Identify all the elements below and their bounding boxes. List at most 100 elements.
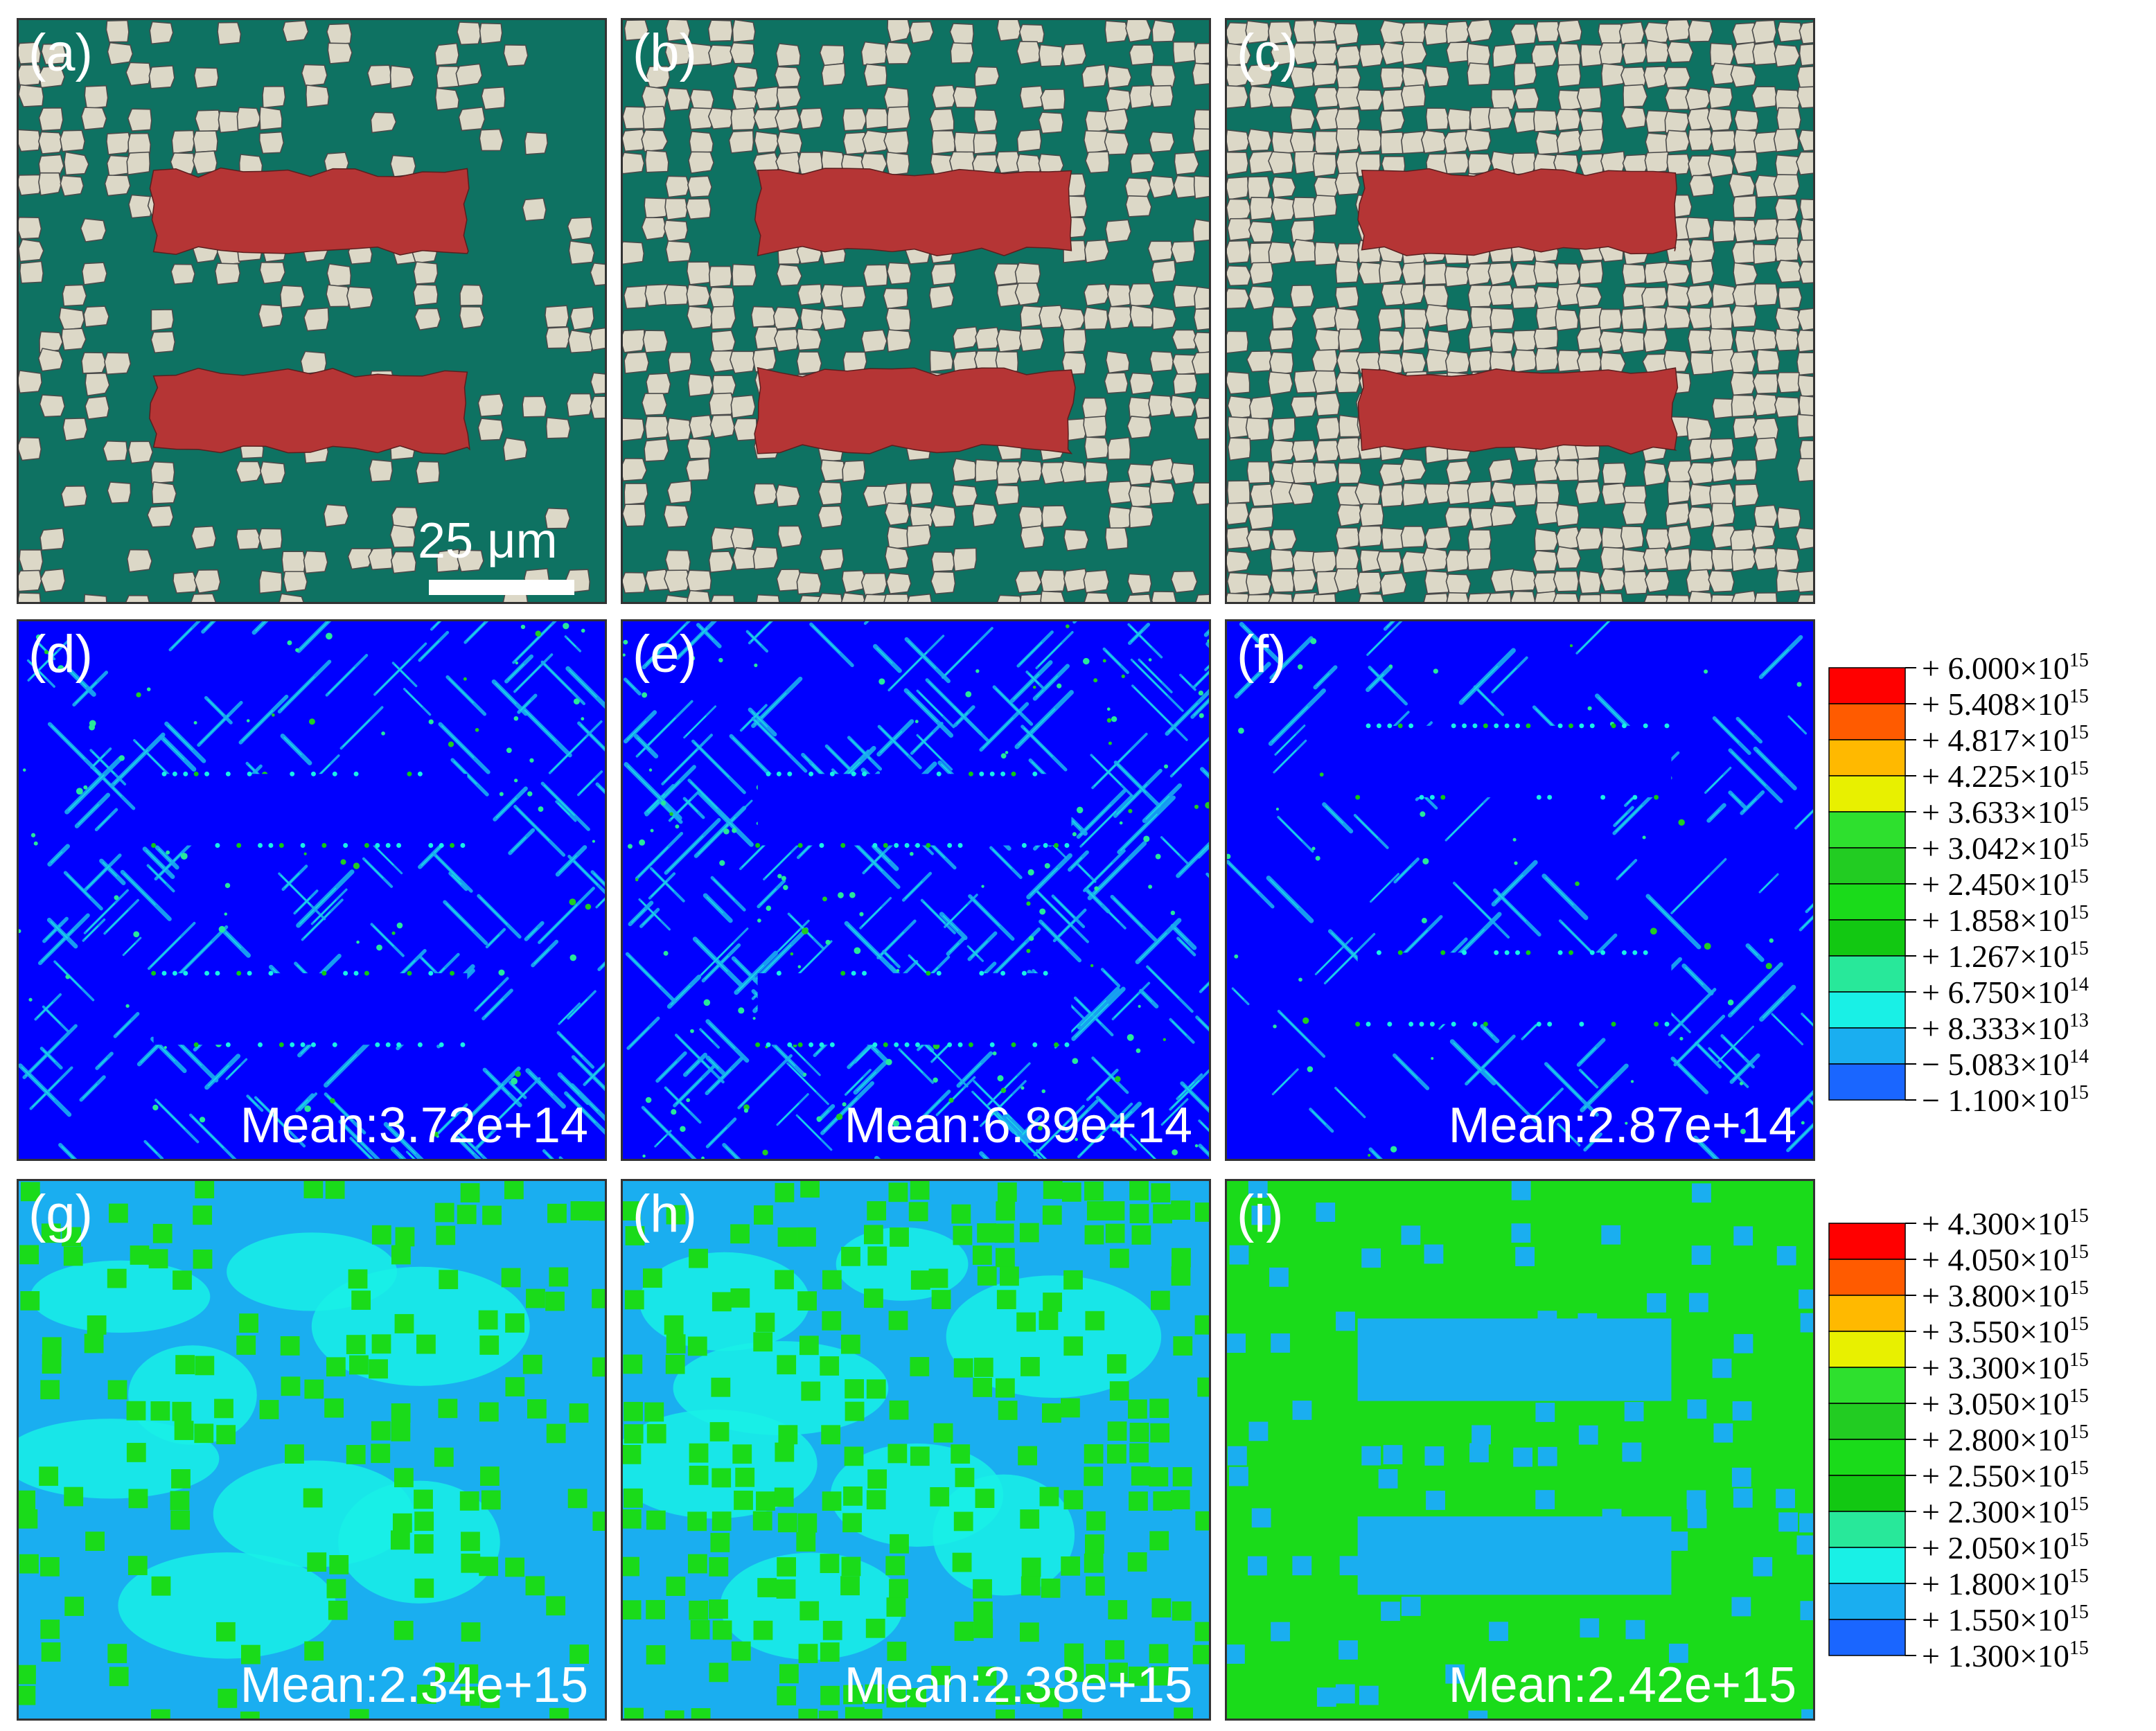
grain xyxy=(1578,260,1604,285)
grain-patch xyxy=(867,1469,887,1489)
grain-patch xyxy=(800,1181,820,1198)
slip-band-core xyxy=(511,1083,522,1094)
contour-background xyxy=(19,621,605,1159)
rim-dot xyxy=(1440,950,1446,955)
hot-spot xyxy=(1148,885,1153,889)
hot-spot xyxy=(1194,804,1199,809)
hot-spot xyxy=(1199,713,1204,718)
grain xyxy=(668,352,692,374)
slip-band-core xyxy=(540,904,578,942)
grain xyxy=(1445,308,1470,332)
grain-patch xyxy=(1131,1466,1151,1486)
grain-patch xyxy=(1084,1181,1104,1201)
grain-patch xyxy=(170,1491,190,1511)
grain xyxy=(1314,87,1341,109)
slip-band-core xyxy=(652,869,675,892)
grain xyxy=(1227,151,1249,176)
grain xyxy=(151,481,177,505)
hot-spot xyxy=(193,720,197,725)
grain xyxy=(1316,416,1341,441)
grain xyxy=(1554,459,1582,481)
grain xyxy=(842,460,866,483)
hot-spot xyxy=(1307,1066,1314,1072)
rim-dot xyxy=(1419,1022,1424,1027)
grain-patch xyxy=(1800,1313,1813,1333)
grain xyxy=(687,589,711,602)
hot-spot xyxy=(642,1154,646,1158)
grain xyxy=(1796,86,1813,109)
grain-patch xyxy=(624,1707,644,1719)
slip-band-core xyxy=(1172,739,1208,776)
slip-band-core xyxy=(1006,1117,1023,1134)
grain xyxy=(1172,373,1198,396)
rim-dot xyxy=(979,970,984,976)
rim-dot xyxy=(428,843,434,848)
slip-band-core xyxy=(812,625,840,654)
grain-patch xyxy=(480,1466,500,1486)
grain xyxy=(1040,569,1066,593)
grain-patch xyxy=(1292,1401,1312,1420)
grain-patch xyxy=(1128,1666,1148,1686)
grain xyxy=(1336,504,1362,527)
hot-spot xyxy=(1433,668,1438,674)
grain xyxy=(1354,481,1381,505)
grain xyxy=(568,240,595,265)
grain-patch xyxy=(19,1665,36,1685)
slip-band-core xyxy=(1578,621,1609,653)
legend-exponent: 14 xyxy=(2069,1046,2089,1067)
rim-dot xyxy=(172,771,177,776)
grain-patch xyxy=(973,1358,993,1377)
grain-patch xyxy=(973,1579,992,1599)
grain xyxy=(885,42,912,64)
grain xyxy=(820,459,846,482)
grain-patch xyxy=(775,1270,794,1290)
legend-exponent: 15 xyxy=(2069,794,2089,815)
hot-spot xyxy=(506,747,512,754)
slip-band-core xyxy=(996,942,1026,973)
grain xyxy=(19,549,44,574)
slip-band-core xyxy=(880,727,909,756)
rim-dot xyxy=(215,970,220,976)
slip-band-core xyxy=(759,888,777,906)
grain xyxy=(1533,260,1559,284)
grain xyxy=(949,23,975,45)
rim-dot xyxy=(1632,950,1638,955)
hot-spot xyxy=(433,1131,439,1137)
slip-band-core xyxy=(421,957,435,971)
grain-patch xyxy=(150,1709,170,1719)
rim-dot xyxy=(407,771,412,776)
rim-dot xyxy=(1408,1022,1414,1027)
grain xyxy=(1730,351,1756,374)
rim-dot xyxy=(1483,1022,1488,1027)
contour-map xyxy=(1227,621,1813,1159)
grain xyxy=(103,440,128,462)
grain-patch xyxy=(1622,1442,1642,1462)
hot-spot xyxy=(849,891,856,898)
hot-spot xyxy=(1704,669,1708,674)
slip-band-core xyxy=(1030,867,1059,896)
hot-spot xyxy=(563,623,569,630)
rim-dot xyxy=(926,970,931,976)
grain xyxy=(107,481,132,504)
grain xyxy=(1193,308,1209,331)
grain xyxy=(929,108,955,132)
grain xyxy=(1336,436,1361,461)
grain-patch xyxy=(1086,1511,1106,1531)
grain xyxy=(1490,481,1517,504)
rim-dot xyxy=(439,843,444,848)
grain xyxy=(19,84,44,107)
grain-patch xyxy=(20,1290,40,1311)
rim-dot xyxy=(776,970,781,976)
grain-patch xyxy=(796,1532,816,1552)
rim-dot xyxy=(161,970,167,976)
rim-dot xyxy=(311,771,316,776)
grain-patch xyxy=(890,1227,909,1247)
grain xyxy=(1730,371,1756,396)
grain-patch xyxy=(1733,1333,1753,1353)
grain xyxy=(1798,261,1813,284)
grain xyxy=(1775,154,1801,178)
grain xyxy=(1553,570,1580,592)
grain-patch xyxy=(953,1358,973,1378)
hot-spot xyxy=(948,1097,954,1103)
legend-exponent: 15 xyxy=(2069,938,2089,959)
